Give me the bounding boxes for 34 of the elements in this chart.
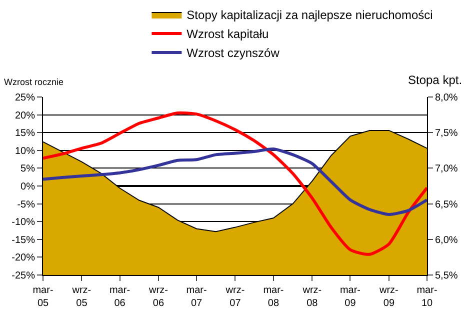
x-tick-label: wrz- 07	[224, 285, 245, 309]
y-tick-label: 25%	[14, 92, 36, 104]
y-tick-label: 20%	[14, 110, 36, 122]
y-tick-label: -15%	[12, 234, 36, 246]
y2-tick-label: 8,0%	[435, 92, 458, 104]
x-tick-label: wrz- 06	[148, 285, 168, 309]
y-tick-label: 15%	[14, 128, 36, 140]
x-tick-label: mar- 08	[263, 285, 284, 309]
y-tick-label: -5%	[17, 199, 36, 210]
x-tick-label: mar- 07	[186, 285, 207, 309]
x-tick-label: wrz- 08	[302, 285, 322, 309]
y-tick-label: 0%	[20, 182, 36, 192]
y2-tick-label: 7,5%	[435, 128, 458, 140]
x-tick-label: wrz- 09	[378, 285, 398, 309]
y2-tick-label: 7,0%	[435, 164, 458, 175]
legend-label: Wzrost kapitału	[186, 27, 269, 42]
y-tick-label: 5%	[20, 164, 36, 175]
y2-tick-label: 6,5%	[435, 199, 458, 210]
y-tick-label: -20%	[12, 252, 36, 264]
y-tick-label: -25%	[12, 270, 36, 282]
y2-axis-title: Stopa kpt.	[408, 73, 462, 87]
y-tick-label: -10%	[12, 217, 36, 228]
y-tick-label: 10%	[14, 146, 36, 157]
y2-tick-label: 6,0%	[435, 234, 458, 246]
y2-tick-label: 5,5%	[435, 270, 458, 282]
x-tick-label: mar- 09	[340, 285, 361, 309]
legend-label: Stopy kapitalizacji za najlepsze nieruchomości	[186, 8, 433, 22]
legend-label: Wzrost czynszów	[186, 46, 280, 60]
x-tick-label: mar- 10	[416, 285, 438, 309]
x-tick-label: mar- 05	[32, 285, 54, 309]
y-axis-title: Wzrost rocznie	[4, 77, 64, 87]
line-series	[43, 111, 427, 256]
x-tick-label: mar- 06	[109, 285, 130, 309]
x-tick-label: wrz- 05	[71, 285, 92, 309]
